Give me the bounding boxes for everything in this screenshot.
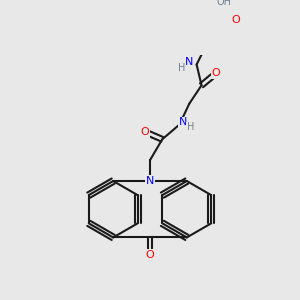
Text: N: N: [179, 117, 187, 127]
Text: H: H: [178, 63, 186, 73]
Text: O: O: [212, 68, 220, 78]
Text: N: N: [185, 57, 194, 67]
Text: O: O: [141, 127, 149, 137]
Text: OH: OH: [216, 0, 231, 7]
Text: H: H: [187, 122, 194, 132]
Text: O: O: [232, 15, 240, 25]
Text: N: N: [146, 176, 154, 186]
Text: O: O: [146, 250, 154, 260]
